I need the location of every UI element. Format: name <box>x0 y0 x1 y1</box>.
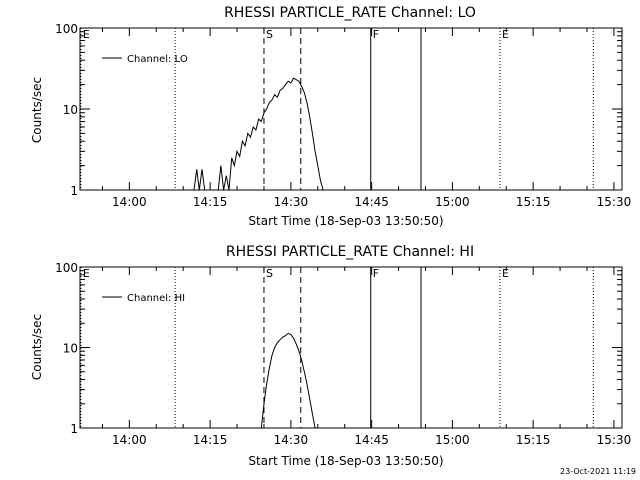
chart-title: RHESSI PARTICLE_RATE Channel: HI <box>226 244 474 260</box>
x-tick-label: 14:30 <box>274 433 309 447</box>
x-tick-label: 14:15 <box>193 195 228 209</box>
y-tick-label: 100 <box>55 261 78 275</box>
event-marker-label: E <box>83 267 90 280</box>
x-tick-label: 14:45 <box>354 195 389 209</box>
x-tick-label: 14:00 <box>112 195 147 209</box>
plot-frame <box>79 266 623 429</box>
event-marker-label: F <box>373 267 379 280</box>
x-axis-label: Start Time (18-Sep-03 13:50:50) <box>248 214 443 228</box>
y-tick-label: 1 <box>70 184 78 198</box>
footer-timestamp: 23-Oct-2021 11:19 <box>560 467 636 476</box>
x-tick-label: 14:00 <box>112 433 147 447</box>
plot-frame <box>79 27 623 191</box>
x-tick-label: 14:45 <box>354 433 389 447</box>
event-marker-label: S <box>266 28 273 41</box>
legend-label: Channel: LO <box>127 54 188 65</box>
series-line <box>193 77 324 191</box>
event-marker-label: E <box>502 28 509 41</box>
y-tick-label: 100 <box>55 22 78 36</box>
x-tick-label: 15:15 <box>516 195 551 209</box>
x-tick-label: 15:30 <box>597 195 632 209</box>
x-tick-label: 14:30 <box>274 195 309 209</box>
event-marker-label: E <box>83 28 90 41</box>
event-marker-label: F <box>373 28 379 41</box>
x-axis-label: Start Time (18-Sep-03 13:50:50) <box>248 454 443 468</box>
event-marker-label: E <box>502 267 509 280</box>
y-tick-label: 10 <box>63 103 78 117</box>
x-tick-label: 15:15 <box>516 433 551 447</box>
event-marker-label: S <box>266 267 273 280</box>
legend-label: Channel: HI <box>127 293 185 304</box>
x-tick-label: 15:00 <box>435 433 470 447</box>
x-tick-label: 14:15 <box>193 433 228 447</box>
y-tick-label: 1 <box>70 422 78 436</box>
y-tick-label: 10 <box>63 342 78 356</box>
series-line <box>260 332 316 429</box>
y-axis-label: Counts/sec <box>30 314 44 380</box>
chart-panel-hi: RHESSI PARTICLE_RATE Channel: HI Start T… <box>30 244 631 468</box>
x-tick-label: 15:30 <box>597 433 632 447</box>
y-axis-label: Counts/sec <box>30 77 44 143</box>
chart-title: RHESSI PARTICLE_RATE Channel: LO <box>224 5 476 21</box>
chart-panel-lo: RHESSI PARTICLE_RATE Channel: LO Start T… <box>30 5 631 228</box>
x-tick-label: 15:00 <box>435 195 470 209</box>
